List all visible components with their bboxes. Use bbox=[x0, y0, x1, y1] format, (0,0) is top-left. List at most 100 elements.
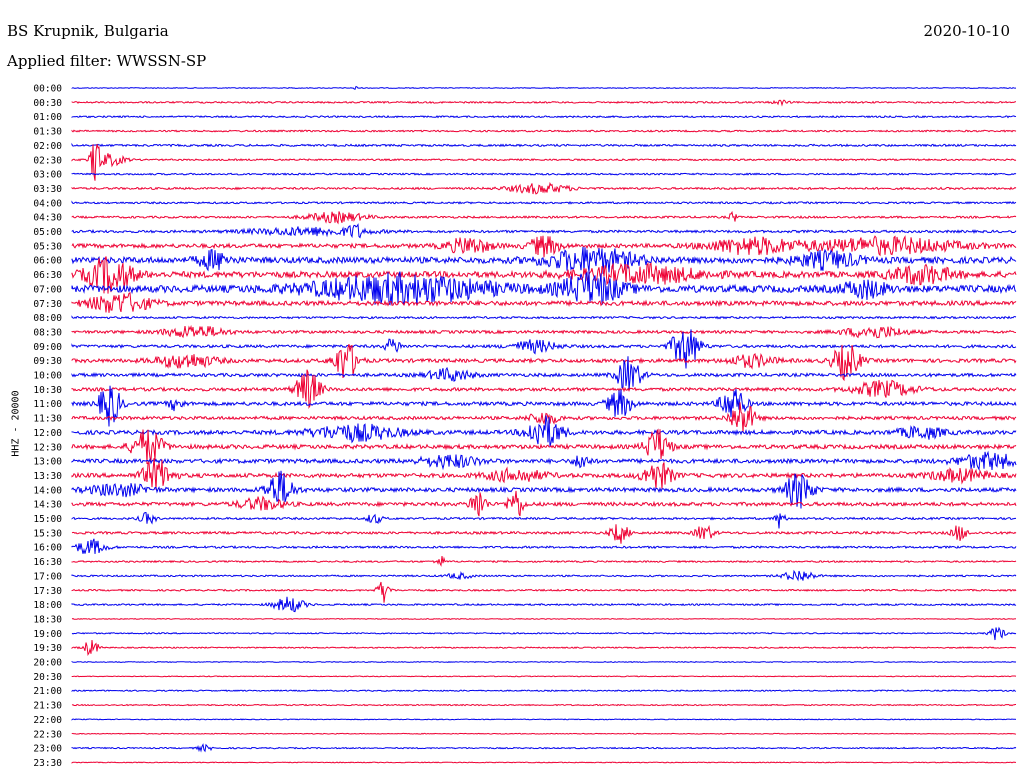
trace-time-label: 13:00 bbox=[33, 457, 62, 468]
seismic-trace bbox=[71, 385, 1017, 427]
seismic-trace bbox=[71, 315, 1017, 320]
seismic-trace bbox=[71, 718, 1017, 721]
seismic-trace bbox=[71, 450, 1017, 471]
seismic-trace bbox=[71, 428, 1017, 465]
seismic-trace bbox=[71, 415, 1017, 447]
seismic-trace bbox=[71, 524, 1017, 544]
trace-time-label: 15:00 bbox=[33, 514, 62, 525]
trace-time-label: 08:30 bbox=[33, 327, 62, 338]
trace-time-label: 10:30 bbox=[33, 385, 62, 396]
seismic-trace bbox=[71, 292, 1017, 313]
seismic-trace bbox=[71, 200, 1017, 205]
seismic-trace bbox=[71, 618, 1017, 620]
trace-time-label: 12:00 bbox=[33, 428, 62, 439]
trace-time-label: 03:30 bbox=[33, 184, 62, 195]
seismic-trace bbox=[71, 99, 1016, 107]
trace-time-label: 07:30 bbox=[33, 299, 62, 310]
seismic-trace bbox=[71, 324, 1017, 339]
seismic-trace bbox=[71, 761, 1016, 764]
trace-time-label: 01:00 bbox=[33, 112, 62, 123]
seismic-trace bbox=[71, 743, 1017, 753]
trace-time-label: 11:00 bbox=[33, 399, 62, 410]
seismic-trace bbox=[71, 181, 1017, 195]
seismic-trace bbox=[71, 458, 1017, 490]
seismic-trace bbox=[71, 581, 1017, 603]
seismic-trace bbox=[71, 210, 1017, 225]
seismic-trace bbox=[71, 85, 1016, 90]
trace-time-label: 23:00 bbox=[33, 744, 62, 755]
trace-time-label: 00:30 bbox=[33, 98, 62, 109]
seismic-trace bbox=[71, 369, 1017, 409]
seismic-trace bbox=[71, 344, 1017, 382]
trace-time-label: 15:30 bbox=[33, 528, 62, 539]
trace-time-label: 01:30 bbox=[33, 127, 62, 138]
trace-time-label: 18:30 bbox=[33, 614, 62, 625]
trace-time-label: 04:30 bbox=[33, 213, 62, 224]
trace-time-label: 05:00 bbox=[33, 227, 62, 238]
trace-time-label: 10:00 bbox=[33, 371, 62, 382]
trace-time-label: 20:30 bbox=[33, 672, 62, 683]
seismic-trace bbox=[71, 246, 1017, 274]
trace-time-label: 14:30 bbox=[33, 500, 62, 511]
seismic-trace bbox=[71, 329, 1017, 369]
trace-time-label: 07:00 bbox=[33, 284, 62, 295]
trace-time-label: 21:30 bbox=[33, 701, 62, 712]
seismic-trace bbox=[71, 569, 1017, 582]
trace-time-label: 22:30 bbox=[33, 729, 62, 740]
station-title: BS Krupnik, Bulgaria bbox=[7, 22, 169, 40]
trace-time-label: 22:00 bbox=[33, 715, 62, 726]
seismic-trace bbox=[71, 144, 1017, 181]
trace-time-label: 08:00 bbox=[33, 313, 62, 324]
trace-time-label: 11:30 bbox=[33, 414, 62, 425]
trace-time-label: 18:00 bbox=[33, 600, 62, 611]
trace-time-label: 09:30 bbox=[33, 356, 62, 367]
seismic-trace bbox=[71, 703, 1016, 707]
trace-time-label: 17:00 bbox=[33, 571, 62, 582]
seismic-trace bbox=[71, 235, 1017, 258]
seismic-trace bbox=[71, 556, 1017, 567]
date-label: 2020-10-10 bbox=[923, 22, 1010, 40]
seismic-trace bbox=[71, 223, 1017, 239]
seismic-trace bbox=[71, 596, 1017, 613]
trace-time-label: 21:00 bbox=[33, 686, 62, 697]
seismic-trace bbox=[71, 626, 1017, 641]
trace-time-label: 19:00 bbox=[33, 629, 62, 640]
seismic-trace bbox=[71, 675, 1017, 678]
trace-time-label: 06:30 bbox=[33, 270, 62, 281]
seismic-trace bbox=[71, 660, 1017, 664]
trace-time-label: 03:00 bbox=[33, 170, 62, 181]
trace-time-label: 12:30 bbox=[33, 442, 62, 453]
seismic-trace bbox=[71, 129, 1017, 133]
seismic-trace bbox=[71, 115, 1017, 119]
seismic-trace bbox=[71, 142, 1017, 148]
trace-time-label: 09:00 bbox=[33, 342, 62, 353]
trace-time-label: 19:30 bbox=[33, 643, 62, 654]
trace-time-label: 04:00 bbox=[33, 198, 62, 209]
seismic-trace bbox=[71, 172, 1017, 176]
seismic-trace bbox=[71, 271, 1017, 306]
seismic-trace bbox=[71, 689, 1017, 693]
seismic-trace bbox=[71, 511, 1017, 529]
trace-time-label: 20:00 bbox=[33, 658, 62, 669]
trace-time-label: 02:30 bbox=[33, 155, 62, 166]
trace-time-label: 17:30 bbox=[33, 586, 62, 597]
trace-time-label: 16:00 bbox=[33, 543, 62, 554]
seismic-trace bbox=[71, 470, 1017, 509]
trace-time-label: 13:30 bbox=[33, 471, 62, 482]
trace-time-label: 14:00 bbox=[33, 485, 62, 496]
filter-label: Applied filter: WWSSN-SP bbox=[7, 52, 207, 70]
seismic-trace bbox=[71, 732, 1017, 735]
trace-time-label: 00:00 bbox=[33, 84, 62, 95]
seismic-trace bbox=[71, 490, 1017, 517]
trace-time-label: 06:00 bbox=[33, 256, 62, 267]
trace-time-label: 05:30 bbox=[33, 241, 62, 252]
seismic-trace bbox=[71, 356, 1017, 391]
trace-time-label: 23:30 bbox=[33, 758, 62, 769]
seismic-trace bbox=[71, 538, 1017, 554]
seismic-trace bbox=[71, 402, 1017, 433]
seismic-trace bbox=[71, 639, 1017, 656]
seismic-trace bbox=[71, 256, 1017, 294]
trace-time-label: 16:30 bbox=[33, 557, 62, 568]
trace-time-label: 02:00 bbox=[33, 141, 62, 152]
